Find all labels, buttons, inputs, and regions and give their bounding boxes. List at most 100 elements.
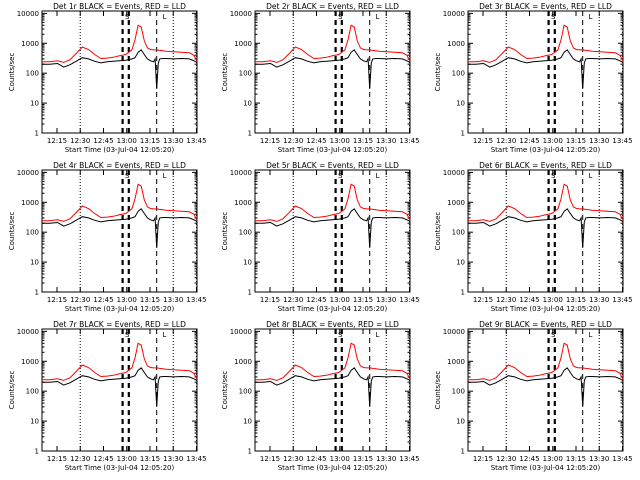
series-lld-line [255, 183, 411, 222]
x-tick-label: 13:00 [330, 137, 350, 145]
y-axis-label: Counts/sec [221, 371, 229, 410]
x-tick-label: 12:30 [496, 296, 516, 304]
x-axis-label: Start Time (03-Jul-04 12:05:20) [491, 464, 601, 472]
y-axis-label: Counts/sec [221, 53, 229, 92]
marker-label-s: S [551, 331, 556, 339]
x-axis-label: Start Time (03-Jul-04 12:05:20) [491, 305, 601, 313]
x-tick-label: 13:15 [353, 137, 373, 145]
x-tick-label: 13:45 [186, 455, 206, 463]
marker-label-l: L [588, 331, 592, 339]
panel-det-9: Det 9r BLACK = Events, RED = LLD 1 10 100 10… [434, 320, 633, 472]
x-tick-label: 13:00 [543, 296, 563, 304]
marker-label-s: S [551, 172, 556, 180]
y-tick-label: 1000 [234, 199, 252, 207]
marker-label-l: L [375, 172, 379, 180]
x-tick-label: 12:15 [260, 296, 280, 304]
y-tick-label: 10000 [230, 328, 252, 336]
panel-det-6: Det 6r BLACK = Events, RED = LLD 1 10 100 10… [434, 161, 633, 313]
y-axis-label: Counts/sec [8, 371, 16, 410]
x-tick-label: 12:45 [306, 455, 326, 463]
x-tick-label: 12:45 [306, 296, 326, 304]
marker-label-l: L [162, 172, 166, 180]
x-tick-label: 12:15 [473, 296, 493, 304]
y-tick-label: 10 [30, 259, 39, 267]
x-tick-label: 12:45 [519, 296, 539, 304]
x-tick-label: 12:30 [496, 455, 516, 463]
x-tick-label: 13:45 [186, 137, 206, 145]
marker-label-l: L [162, 331, 166, 339]
y-tick-label: 1 [461, 448, 465, 456]
x-tick-label: 13:00 [330, 455, 350, 463]
x-tick-label: 13:30 [376, 455, 396, 463]
series-lld-line [468, 24, 624, 63]
panel-title: Det 2r BLACK = Events, RED = LLD [266, 2, 399, 11]
x-tick-label: 12:15 [260, 455, 280, 463]
panel-det-5: Det 5r BLACK = Events, RED = LLD 1 10 100 10… [221, 161, 420, 313]
panel-title: Det 9r BLACK = Events, RED = LLD [479, 320, 612, 329]
x-axis-label: Start Time (03-Jul-04 12:05:20) [65, 146, 175, 154]
y-tick-label: 100 [239, 388, 252, 396]
x-tick-label: 12:30 [283, 137, 303, 145]
x-tick-label: 13:45 [399, 137, 419, 145]
series-events-line [468, 367, 624, 407]
x-axis-label: Start Time (03-Jul-04 12:05:20) [278, 146, 388, 154]
panel-title: Det 8r BLACK = Events, RED = LLD [266, 320, 399, 329]
marker-label-s: S [338, 13, 343, 21]
y-tick-label: 1000 [234, 40, 252, 48]
panel-det-1: Det 1r BLACK = Events, RED = LLD 1 10 100 10… [8, 2, 207, 154]
y-tick-label: 100 [26, 229, 39, 237]
series-lld-line [255, 24, 411, 63]
plot-frame [254, 328, 411, 452]
marker-label-s: S [125, 13, 130, 21]
plot-frame [467, 169, 624, 293]
x-tick-label: 12:45 [519, 455, 539, 463]
x-tick-label: 12:45 [93, 296, 113, 304]
series-lld-line [42, 342, 198, 381]
marker-label-l: L [375, 331, 379, 339]
y-tick-label: 10 [243, 418, 252, 426]
x-tick-label: 12:45 [93, 455, 113, 463]
x-tick-label: 12:45 [519, 137, 539, 145]
x-axis-label: Start Time (03-Jul-04 12:05:20) [491, 146, 601, 154]
panel-title: Det 7r BLACK = Events, RED = LLD [53, 320, 186, 329]
y-tick-label: 1 [461, 289, 465, 297]
y-tick-label: 100 [239, 70, 252, 78]
x-tick-label: 13:15 [566, 455, 586, 463]
y-tick-label: 10000 [443, 328, 465, 336]
series-events-line [42, 49, 198, 89]
x-tick-label: 12:30 [70, 455, 90, 463]
x-tick-label: 13:15 [353, 296, 373, 304]
y-tick-label: 100 [452, 70, 465, 78]
x-tick-label: 12:45 [306, 137, 326, 145]
plot-frame [467, 10, 624, 134]
panel-title: Det 4r BLACK = Events, RED = LLD [53, 161, 186, 170]
x-tick-label: 13:30 [376, 137, 396, 145]
series-events-line [468, 208, 624, 248]
y-tick-label: 1000 [21, 358, 39, 366]
panel-title: Det 1r BLACK = Events, RED = LLD [53, 2, 186, 11]
series-events-line [255, 367, 411, 407]
y-tick-label: 1 [248, 130, 252, 138]
x-tick-label: 12:15 [47, 296, 67, 304]
x-tick-label: 13:30 [163, 137, 183, 145]
y-tick-label: 10000 [443, 10, 465, 18]
y-tick-label: 10 [456, 259, 465, 267]
x-tick-label: 13:45 [399, 455, 419, 463]
series-lld-line [468, 342, 624, 381]
y-tick-label: 1 [461, 130, 465, 138]
y-tick-label: 1 [248, 289, 252, 297]
x-tick-label: 12:30 [70, 137, 90, 145]
x-axis-label: Start Time (03-Jul-04 12:05:20) [65, 464, 175, 472]
marker-label-s: S [338, 331, 343, 339]
x-tick-label: 12:15 [47, 137, 67, 145]
y-axis-label: Counts/sec [434, 212, 442, 251]
y-axis-label: Counts/sec [221, 212, 229, 251]
y-tick-label: 1000 [447, 358, 465, 366]
panel-det-2: Det 2r BLACK = Events, RED = LLD 1 10 100 10… [221, 2, 420, 154]
y-tick-label: 1000 [21, 40, 39, 48]
y-tick-label: 1 [35, 289, 39, 297]
plot-frame [254, 10, 411, 134]
x-tick-label: 12:15 [473, 137, 493, 145]
x-axis-label: Start Time (03-Jul-04 12:05:20) [278, 305, 388, 313]
x-tick-label: 13:45 [612, 296, 632, 304]
